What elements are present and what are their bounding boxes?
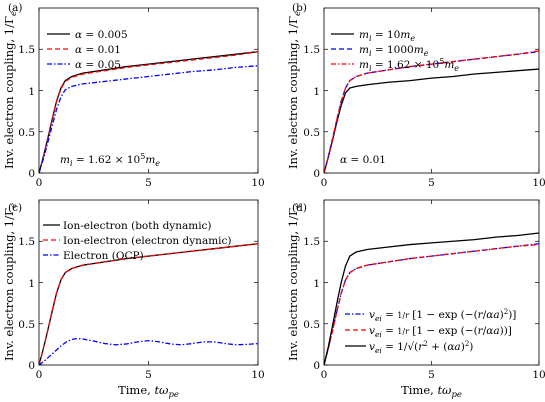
panel-a-ylabel: Inv. electron coupling, 1/Γe [2, 11, 19, 169]
panel-c-series-line-3 [39, 337, 258, 365]
y-tick-label: 0 [28, 360, 35, 372]
x-tick-label: 0 [36, 369, 43, 381]
y-tick-label: 1 [28, 86, 35, 98]
y-tick-label: 1.5 [18, 236, 35, 248]
panel-a-yticks: 0 0.5 1 1.5 [18, 44, 35, 180]
legend-label-mi-162e5: mi = 1.62 × 105me [359, 57, 459, 73]
panel-a-frame [38, 7, 259, 174]
x-tick-label: 0 [321, 369, 328, 381]
panel-c-ylabel: Inv. electron coupling, 1/Γe [2, 203, 19, 361]
legend-label-mi-1000: mi = 1000me [359, 44, 429, 58]
panel-d-series [324, 232, 539, 365]
legend-label-alpha-005: α = 0.05 [75, 59, 121, 71]
x-tick-label: 5 [145, 177, 152, 189]
panel-c-xticks: 0 5 10 [36, 369, 265, 381]
panel-d-series-line-3 [324, 232, 539, 365]
y-tick-label: 0 [28, 168, 35, 180]
x-tick-label: 0 [321, 177, 328, 189]
y-tick-label: 0 [313, 360, 320, 372]
panel-d-ylabel: Inv. electron coupling, 1/Γe [286, 203, 303, 361]
panel-a-legend: α = 0.005 α = 0.01 α = 0.05 [47, 29, 128, 71]
y-tick-label: 1 [313, 86, 320, 98]
legend-label-mi-10: mi = 10me [359, 29, 415, 43]
y-tick-label: 0.5 [18, 127, 35, 139]
panel-b-series-line-2 [324, 51, 539, 173]
legend-label-alpha-0005: α = 0.005 [75, 29, 128, 41]
legend-label-gaussian: vei = 1/r [1 − exp (−(r/αa)2)] [369, 308, 516, 323]
legend-label-exponential: vei = 1/r [1 − exp (−(r/αa))] [369, 325, 512, 339]
x-tick-label: 5 [145, 369, 152, 381]
panel-c-tick-marks [38, 200, 259, 366]
panel-a-label: (a) [8, 2, 22, 14]
panel-b-annotation: α = 0.01 [340, 154, 386, 166]
panel-d: (d) 0 5 10 0 0.5 1 1.5 Inv. electron cou… [286, 199, 545, 400]
legend-label-ocp: Electron (OCP) [63, 250, 144, 262]
panel-a-series-line-2 [39, 51, 258, 173]
panel-d-xlabel: Time, tωpe [401, 383, 462, 400]
x-tick-label: 10 [532, 177, 545, 189]
legend-label-alpha-001: α = 0.01 [75, 44, 121, 56]
panel-d-legend: vei = 1/r [1 − exp (−(r/αa)2)] vei = 1/r… [345, 308, 516, 355]
panel-a-annotation: mi = 1.62 × 105me [60, 152, 160, 168]
panel-c-label: (c) [8, 202, 22, 214]
panel-a-series [39, 51, 258, 173]
y-tick-label: 1.5 [303, 236, 320, 248]
panel-b-ylabel: Inv. electron coupling, 1/Γe [286, 11, 303, 169]
panel-d-tick-marks [323, 200, 540, 366]
panel-a-tick-marks [38, 8, 259, 174]
panel-d-xticks: 0 5 10 [321, 369, 545, 381]
x-tick-label: 10 [532, 369, 545, 381]
y-tick-label: 0.5 [18, 319, 35, 331]
y-tick-label: 1.5 [303, 44, 320, 56]
panel-a-series-line-3 [39, 65, 258, 173]
panel-a: (a) 0 5 10 0 0.5 1 1.5 Inv. electron cou… [2, 2, 265, 189]
y-tick-label: 0.5 [303, 319, 320, 331]
panel-d-label: (d) [292, 202, 307, 214]
panel-c-series [39, 243, 258, 365]
panel-b-yticks: 0 0.5 1 1.5 [303, 44, 320, 180]
x-tick-label: 5 [428, 369, 435, 381]
x-tick-label: 5 [428, 177, 435, 189]
panel-c: (c) 0 5 10 0 0.5 1 1.5 Inv. electron cou… [2, 199, 265, 400]
x-tick-label: 0 [36, 177, 43, 189]
panel-d-yticks: 0 0.5 1 1.5 [303, 236, 320, 372]
panel-c-series-line-2 [39, 243, 258, 365]
panel-a-xticks: 0 5 10 [36, 177, 265, 189]
panel-c-yticks: 0 0.5 1 1.5 [18, 236, 35, 372]
legend-label-electron-dynamic: Ion-electron (electron dynamic) [63, 235, 232, 247]
y-tick-label: 0 [313, 168, 320, 180]
panel-b-series [324, 50, 539, 173]
x-tick-label: 10 [251, 177, 264, 189]
panel-b-tick-marks [323, 8, 540, 174]
panel-b: (b) 0 5 10 0 0.5 1 1.5 Inv. electron cou… [286, 2, 545, 189]
panel-b-label: (b) [292, 2, 307, 14]
panel-b-frame [323, 7, 540, 174]
legend-label-soft-coulomb: vei = 1/√(r2 + (αa)2) [369, 340, 473, 355]
y-tick-label: 1 [313, 278, 320, 290]
panel-b-legend: mi = 10me mi = 1000me mi = 1.62 × 105me [331, 29, 459, 73]
panel-d-series-line-2 [324, 243, 539, 365]
legend-label-both-dynamic: Ion-electron (both dynamic) [63, 220, 212, 232]
y-tick-label: 0.5 [303, 127, 320, 139]
panel-c-xlabel: Time, tωpe [118, 383, 179, 400]
panel-b-xticks: 0 5 10 [321, 177, 545, 189]
x-tick-label: 10 [251, 369, 264, 381]
panel-c-legend: Ion-electron (both dynamic) Ion-electron… [43, 220, 232, 262]
y-tick-label: 1.5 [18, 44, 35, 56]
y-tick-label: 1 [28, 278, 35, 290]
